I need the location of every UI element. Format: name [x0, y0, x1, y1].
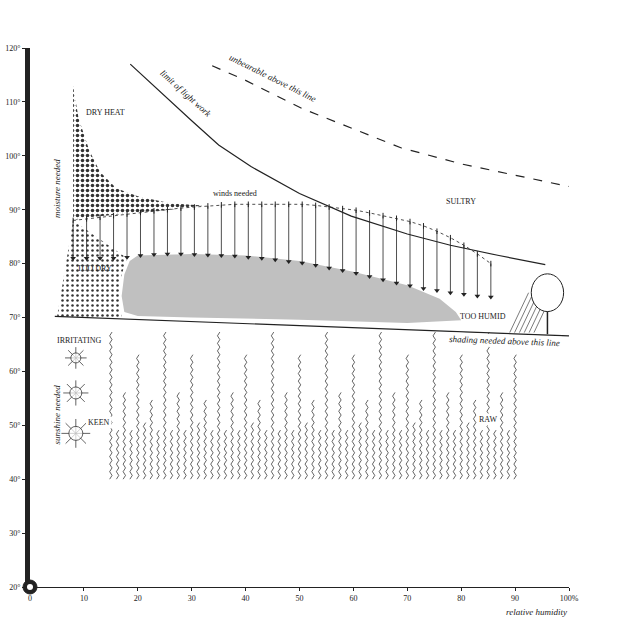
- svg-text:0: 0: [28, 594, 32, 603]
- svg-text:50°: 50°: [9, 421, 20, 430]
- svg-text:90: 90: [511, 594, 519, 603]
- svg-text:60: 60: [349, 594, 357, 603]
- svg-text:SULTRY: SULTRY: [446, 197, 476, 206]
- svg-text:sunshine needed: sunshine needed: [52, 385, 62, 445]
- svg-text:30°: 30°: [9, 529, 20, 538]
- svg-text:RAW: RAW: [479, 415, 497, 424]
- svg-text:60°: 60°: [9, 367, 20, 376]
- svg-text:90°: 90°: [9, 206, 20, 215]
- svg-text:120°: 120°: [5, 44, 20, 53]
- svg-text:50: 50: [296, 594, 304, 603]
- svg-text:winds needed: winds needed: [213, 189, 257, 198]
- svg-text:40°: 40°: [9, 475, 20, 484]
- svg-text:IRRITATING: IRRITATING: [57, 336, 101, 345]
- svg-text:moisture needed: moisture needed: [52, 159, 62, 218]
- svg-text:TOO HUMID: TOO HUMID: [460, 312, 506, 321]
- svg-text:KEEN: KEEN: [88, 418, 110, 427]
- svg-text:70: 70: [403, 594, 411, 603]
- svg-text:limit of light work: limit of light work: [158, 68, 214, 119]
- svg-text:20°: 20°: [9, 583, 20, 592]
- svg-text:70°: 70°: [9, 313, 20, 322]
- svg-text:TOO DRY: TOO DRY: [77, 264, 112, 273]
- svg-text:100°: 100°: [5, 152, 20, 161]
- svg-text:80°: 80°: [9, 259, 20, 268]
- svg-text:100%: 100%: [560, 594, 579, 603]
- svg-text:shading needed above this line: shading needed above this line: [449, 334, 560, 348]
- svg-text:110°: 110°: [5, 98, 20, 107]
- svg-text:unbearable above this line: unbearable above this line: [228, 52, 318, 104]
- svg-text:10: 10: [80, 594, 88, 603]
- svg-text:DRY HEAT: DRY HEAT: [86, 108, 125, 117]
- svg-text:relative humidity: relative humidity: [506, 607, 567, 617]
- svg-text:20: 20: [134, 594, 142, 603]
- svg-text:80: 80: [457, 594, 465, 603]
- svg-text:40: 40: [242, 594, 250, 603]
- svg-text:30: 30: [188, 594, 196, 603]
